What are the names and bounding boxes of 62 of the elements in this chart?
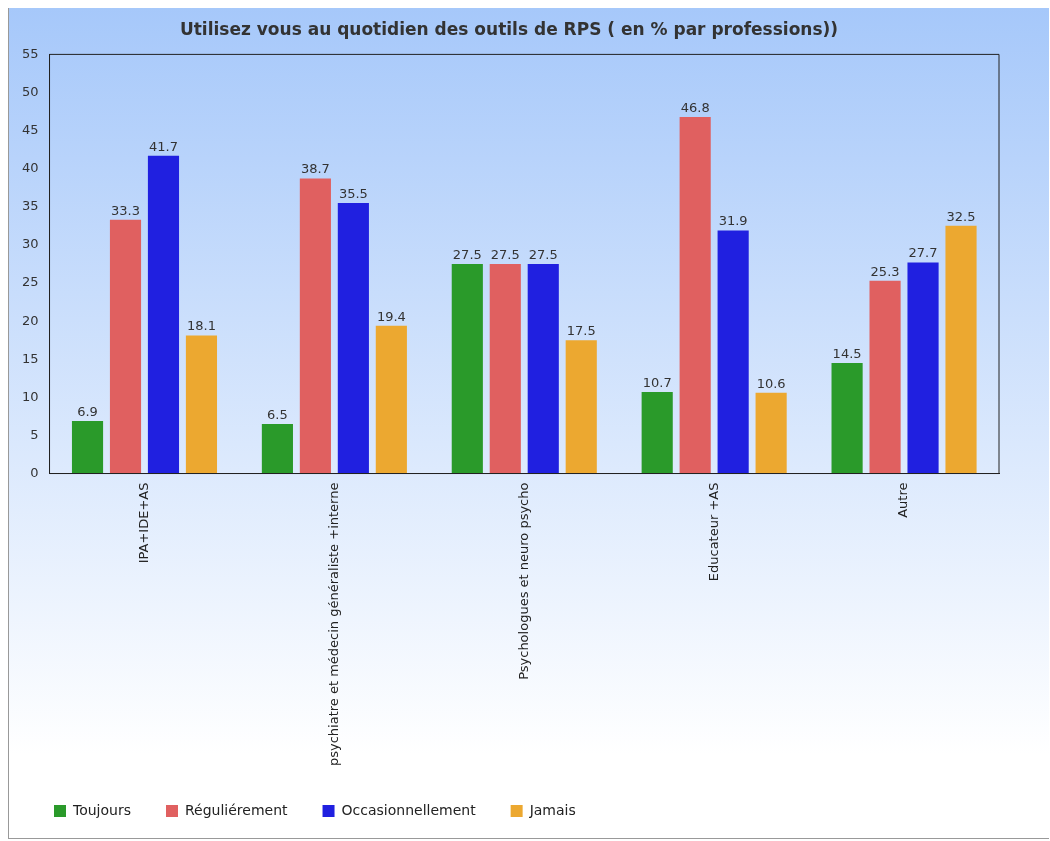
data-label: 35.5 — [338, 185, 368, 201]
bar — [527, 263, 559, 474]
bar — [869, 280, 901, 474]
data-label: 27.5 — [452, 246, 482, 262]
chart-title: Utilisez vous au quotidien des outils de RPS ( en % par professions)) — [179, 18, 839, 39]
bar — [489, 263, 521, 474]
bar — [945, 225, 977, 474]
bar — [641, 392, 673, 474]
data-label: 41.7 — [149, 138, 178, 154]
y-tick-label: 15 — [22, 350, 39, 366]
bar — [755, 392, 787, 474]
legend-label: Toujours — [72, 801, 131, 818]
data-label: 18.1 — [186, 318, 216, 334]
bar — [375, 325, 407, 474]
bar — [907, 262, 939, 474]
bar — [185, 335, 218, 474]
data-label: 19.4 — [376, 308, 406, 324]
x-tick-label: Psychologues et neuro psycho — [515, 482, 531, 680]
data-label: 38.7 — [300, 161, 330, 177]
data-label: 27.7 — [908, 245, 938, 261]
bar — [565, 340, 597, 474]
data-label: 14.5 — [832, 345, 862, 361]
data-label: 10.6 — [756, 375, 786, 391]
data-label: 25.3 — [870, 263, 900, 279]
y-tick-label: 50 — [22, 83, 39, 99]
y-tick-label: 10 — [22, 388, 39, 404]
x-tick-label: Educateur +AS — [705, 482, 721, 582]
legend-label: Occasionnellement — [341, 801, 477, 818]
bar — [147, 155, 180, 474]
y-tick-label: 45 — [22, 121, 39, 137]
data-label: 17.5 — [566, 323, 596, 339]
data-label: 6.9 — [77, 403, 98, 419]
bar — [261, 424, 293, 474]
y-tick-label: 20 — [22, 312, 39, 328]
y-tick-label: 40 — [22, 160, 39, 176]
y-tick-label: 55 — [22, 45, 39, 61]
y-tick-label: 25 — [22, 274, 39, 290]
bar — [337, 203, 369, 474]
bar — [451, 263, 483, 474]
bar — [717, 230, 749, 474]
data-label: 27.5 — [528, 246, 558, 262]
bar — [299, 178, 331, 474]
bar — [71, 420, 104, 474]
data-label: 32.5 — [946, 208, 976, 224]
data-label: 10.7 — [642, 374, 672, 390]
y-tick-label: 35 — [22, 198, 39, 214]
data-label: 31.9 — [718, 213, 748, 229]
y-tick-label: 0 — [30, 464, 39, 480]
bar — [109, 219, 142, 474]
y-tick-label: 30 — [22, 236, 39, 252]
data-label: 46.8 — [680, 99, 710, 115]
x-tick-label: IPA+IDE+AS — [135, 482, 151, 564]
legend-label: Réguliérement — [184, 801, 289, 818]
bar — [679, 116, 711, 474]
data-label: 33.3 — [111, 202, 140, 218]
data-label: 27.5 — [490, 246, 520, 262]
bar — [831, 363, 863, 474]
x-tick-label: Autre — [895, 482, 911, 518]
data-label: 6.5 — [267, 406, 288, 422]
x-tick-label: psychiatre et médecin généraliste +interne — [325, 482, 341, 767]
legend-label: Jamais — [528, 801, 576, 818]
y-tick-label: 5 — [30, 426, 39, 442]
